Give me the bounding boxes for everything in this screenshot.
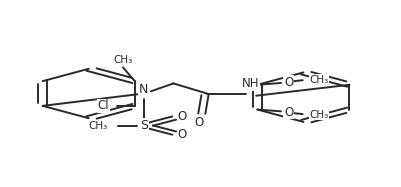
Text: O: O: [194, 116, 203, 129]
Text: CH₃: CH₃: [113, 55, 132, 65]
Text: NH: NH: [241, 77, 258, 90]
Text: O: O: [177, 128, 186, 141]
Text: O: O: [177, 110, 186, 123]
Text: CH₃: CH₃: [88, 121, 107, 131]
Text: CH₃: CH₃: [309, 110, 328, 120]
Text: N: N: [139, 83, 148, 96]
Text: O: O: [284, 76, 293, 89]
Text: Cl: Cl: [97, 99, 109, 112]
Text: S: S: [140, 119, 148, 132]
Text: CH₃: CH₃: [309, 75, 328, 85]
Text: O: O: [284, 106, 293, 119]
